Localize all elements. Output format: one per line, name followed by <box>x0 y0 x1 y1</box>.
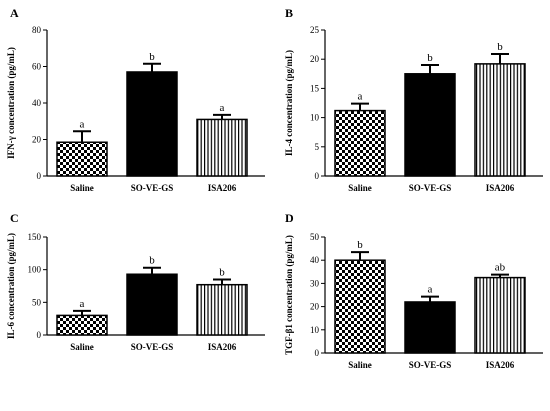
panels-container: A 0 20 40 60 80 IFN-γ concentration (pg/mL) a Sa… <box>6 6 543 370</box>
panel-4-letter: D <box>285 211 294 225</box>
panel-4-bar <box>404 301 456 354</box>
panel-1-bar <box>196 118 248 177</box>
panel-4-ytick-label: 30 <box>310 278 320 288</box>
panel-2-significance-label: b <box>427 52 433 64</box>
panel-1-ylabel: IFN-γ concentration (pg/mL) <box>6 47 16 159</box>
panel-4-ytick-label: 0 <box>315 348 320 358</box>
panel-1: A 0 20 40 60 80 IFN-γ concentration (pg/mL) a Sa… <box>6 6 265 193</box>
panel-1-ytick-label: 80 <box>32 25 42 35</box>
panel-2-ylabel: IL-4 concentration (pg/mL) <box>284 50 294 156</box>
panel-3-significance-label: b <box>149 255 155 267</box>
panel-2-category-label: SO-VE-GS <box>409 183 452 193</box>
panel-2-bar <box>404 73 456 177</box>
panel-2-ytick-label: 25 <box>310 25 320 35</box>
panel-2: B 0 5 10 15 20 25 IL-4 concentration (pg/mL) a Sa… <box>284 6 543 193</box>
panel-1-letter: A <box>10 6 19 20</box>
panel-4-ylabel: TGF-β1 concentration (pg/mL) <box>284 235 294 355</box>
panel-1-significance-label: a <box>80 118 85 130</box>
panel-4-significance-label: ab <box>495 262 506 274</box>
panel-4-bar <box>334 259 386 354</box>
panel-1-ytick-label: 40 <box>32 98 42 108</box>
panel-3-ytick-label: 0 <box>37 330 42 340</box>
panel-1-category-label: ISA206 <box>208 183 237 193</box>
panel-4-ytick-label: 20 <box>310 302 320 312</box>
panel-3-ytick-label: 100 <box>28 265 42 275</box>
panel-1-bar <box>56 141 108 177</box>
panel-3-ytick-label: 50 <box>32 297 42 307</box>
panel-1-ytick-label: 0 <box>37 171 42 181</box>
panel-4-significance-label: a <box>428 284 433 296</box>
panel-1-ytick-label: 20 <box>32 135 42 145</box>
panel-3-category-label: ISA206 <box>208 342 237 352</box>
panel-1-category-label: Saline <box>70 183 94 193</box>
panel-4-category-label: SO-VE-GS <box>409 360 452 370</box>
panel-2-significance-label: a <box>358 91 363 103</box>
panel-2-category-label: ISA206 <box>486 183 515 193</box>
panel-3-significance-label: b <box>219 266 225 278</box>
panel-4-significance-label: b <box>357 239 363 251</box>
panel-3-category-label: Saline <box>70 342 94 352</box>
panel-3-ylabel: IL-6 concentration (pg/mL) <box>6 233 16 339</box>
panel-2-category-label: Saline <box>348 183 372 193</box>
panel-4-bar <box>474 276 526 354</box>
panel-2-significance-label: b <box>497 41 503 53</box>
panel-1-significance-label: b <box>149 51 155 63</box>
panel-3-ytick-label: 150 <box>28 232 42 242</box>
panel-3-bar <box>56 314 108 336</box>
panel-2-ytick-label: 15 <box>310 83 320 93</box>
panel-2-bar <box>334 109 386 177</box>
panel-1-ytick-label: 60 <box>32 62 42 72</box>
panel-2-ytick-label: 20 <box>310 54 320 64</box>
panel-4-ytick-label: 50 <box>310 232 320 242</box>
panel-2-ytick-label: 10 <box>310 113 320 123</box>
panel-4: D 0 10 20 30 40 50 TGF-β1 concentration (pg/mL)… <box>284 211 543 370</box>
panel-1-significance-label: a <box>220 102 225 114</box>
panel-4-category-label: Saline <box>348 360 372 370</box>
panel-2-bar <box>474 63 526 177</box>
panel-3-category-label: SO-VE-GS <box>131 342 174 352</box>
panel-1-category-label: SO-VE-GS <box>131 183 174 193</box>
panel-4-ytick-label: 10 <box>310 325 320 335</box>
panel-4-ytick-label: 40 <box>310 255 320 265</box>
panel-3-bar <box>196 283 248 336</box>
panel-3-significance-label: a <box>80 298 85 310</box>
panel-3: C 0 50 100 150 IL-6 concentration (pg/mL) a Sal… <box>6 211 265 352</box>
panel-1-bar <box>126 71 178 177</box>
panel-3-bar <box>126 273 178 336</box>
panel-2-ytick-label: 0 <box>315 171 320 181</box>
panel-3-letter: C <box>10 211 19 225</box>
panel-2-letter: B <box>285 6 293 20</box>
panel-4-category-label: ISA206 <box>486 360 515 370</box>
panel-2-ytick-label: 5 <box>315 142 320 152</box>
